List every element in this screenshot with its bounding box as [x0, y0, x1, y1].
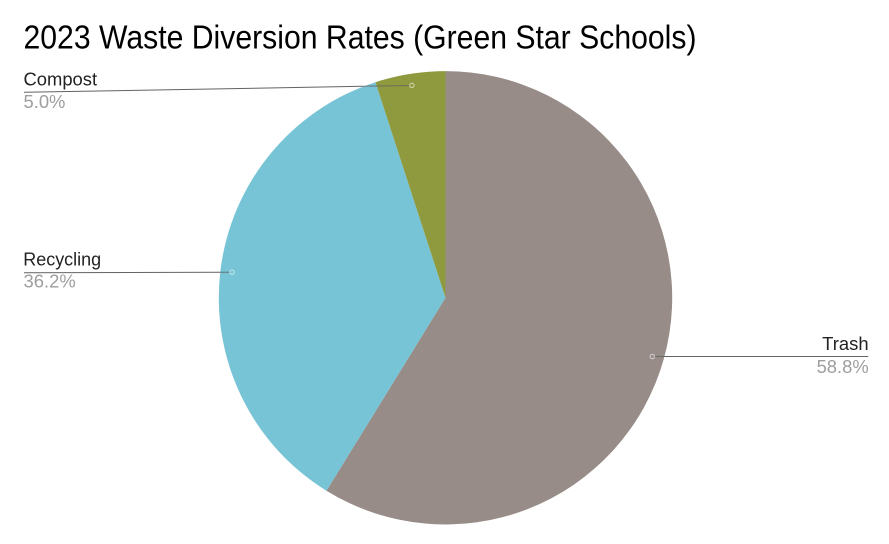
- svg-text:Recycling: Recycling: [23, 250, 101, 270]
- svg-text:5.0%: 5.0%: [24, 92, 66, 112]
- svg-text:2023 Waste Diversion Rates (Gr: 2023 Waste Diversion Rates (Green Star S…: [24, 18, 697, 55]
- svg-text:36.2%: 36.2%: [24, 272, 76, 292]
- svg-text:Trash: Trash: [822, 334, 868, 354]
- svg-text:Compost: Compost: [24, 70, 98, 90]
- svg-text:58.8%: 58.8%: [817, 357, 869, 377]
